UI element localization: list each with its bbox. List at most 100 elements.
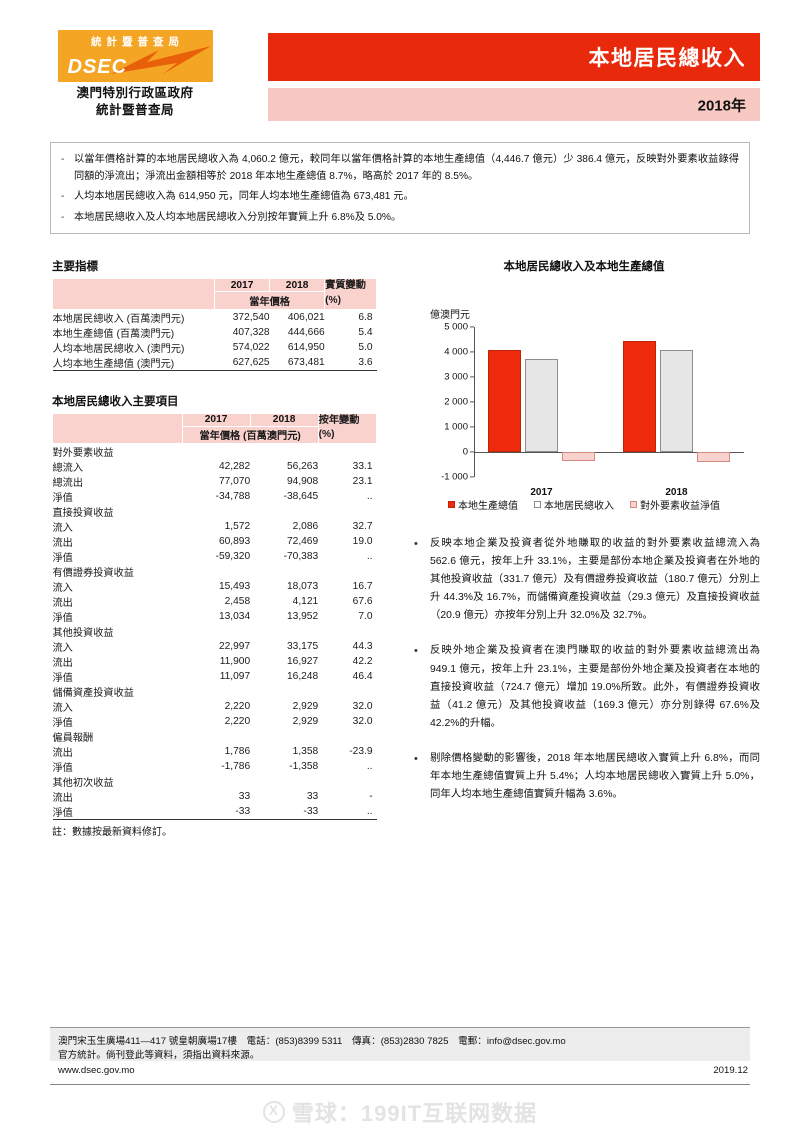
bullet-text: 剔除價格變動的影響後，2018 年本地居民總收入實質上升 6.8%，而同年本地生…	[430, 752, 760, 801]
x-axis-category-label: 2017	[530, 487, 553, 498]
header-blank-cell	[52, 412, 183, 445]
y-axis-tick-label: 3 000	[444, 371, 468, 383]
row-value-2017: 2,458	[224, 596, 251, 608]
header-change-line2: (%)	[325, 294, 341, 306]
row-value-2017: 1,786	[224, 746, 251, 758]
y-axis-tick-mark	[470, 376, 474, 378]
group-label: 直接投資收益	[52, 508, 114, 520]
legend-swatch-gdp	[448, 501, 455, 508]
table-row: 淨值 -34,788 -38,645 ..	[53, 489, 377, 504]
y-axis-tick-label: -1 000	[441, 471, 468, 483]
row-label: 總流入	[52, 463, 84, 475]
logo-caption-line1: 澳門特別行政區政府	[76, 86, 194, 100]
row-value-2018: 94,908	[286, 476, 319, 488]
row-value-2018: 673,481	[269, 354, 325, 371]
table-row: 流出 1,786 1,358 -23.9	[53, 744, 377, 759]
logo-chinese-name: 統計暨普查局	[91, 36, 184, 48]
chart-legend: 本地生產總值 本地居民總收入 對外要素收益淨值	[408, 497, 760, 512]
row-value-2017: 372,540	[214, 308, 270, 325]
row-value-change: 6.8	[324, 308, 377, 325]
table-main-title: 主要指標	[52, 261, 98, 273]
dash-marker: -	[61, 154, 65, 165]
header-blank-cell	[52, 278, 215, 310]
row-value-2017: 2,220	[224, 701, 251, 713]
table-row: 流出 33 33 -	[53, 789, 377, 804]
group-header-row: 對外要素收益	[52, 443, 377, 460]
row-value-2017: 627,625	[214, 354, 270, 371]
legend-label-netfactor: 對外要素收益淨值	[640, 501, 720, 512]
row-label: 流出	[52, 538, 73, 550]
row-value-change: 42.2	[352, 656, 373, 668]
table-row: 總流出 77,070 94,908 23.1	[53, 474, 377, 489]
legend-label-gni: 本地居民總收入	[544, 501, 614, 512]
chart-bar	[660, 350, 693, 452]
table-row: 流入 22,997 33,175 44.3	[53, 639, 377, 654]
y-axis-tick-label: 0	[462, 446, 468, 458]
row-value-2018: 16,927	[286, 656, 319, 668]
row-value-2018: 406,021	[269, 308, 325, 325]
legend-swatch-netfactor	[630, 501, 637, 508]
row-value-change: ..	[318, 804, 377, 821]
table-row: 淨值 -1,786 -1,358 ..	[53, 759, 377, 774]
chart-bar	[623, 340, 656, 452]
row-value-2017: -33	[182, 804, 251, 821]
y-axis-line	[474, 327, 476, 477]
header-year-2018: 2018	[249, 412, 319, 427]
chart-bar	[562, 452, 595, 461]
row-label: 淨值	[52, 673, 73, 685]
header-year-2017: 2017	[181, 412, 251, 427]
dash-marker: -	[61, 211, 65, 223]
y-axis-tick-label: 1 000	[444, 421, 468, 433]
highlight-text: 以當年價格計算的本地居民總收入為 4,060.2 億元，較同年以當年價格計算的本…	[74, 154, 739, 182]
group-header-row: 直接投資收益	[53, 504, 377, 519]
watermark-logo-icon	[262, 1101, 285, 1123]
row-value-2018: 614,950	[287, 341, 325, 353]
footer-publish-date: 2019.12	[713, 1065, 748, 1076]
header-price-basis: 當年價格 (百萬澳門元)	[181, 425, 319, 445]
table-row: 總流入 42,282 56,263 33.1	[53, 459, 377, 474]
x-axis-line	[474, 452, 744, 454]
row-value-2017: 77,070	[218, 476, 251, 488]
dash-marker: -	[61, 191, 65, 203]
row-label: 淨值	[52, 493, 73, 505]
row-value-change: ..	[366, 761, 373, 773]
row-value-2017: 407,328	[232, 326, 270, 338]
left-column: 主要指標 2017 2018 實質變動 (%) 當年價格 本地居民總收入 (百	[52, 258, 378, 838]
row-label: 流入	[52, 643, 73, 655]
row-label: 流出	[52, 598, 73, 610]
bullet-marker: •	[414, 645, 418, 658]
chart-plot-area: 5 000 4 000 3 000 2 000 1 000 0 -1 000 2017 2018	[441, 322, 744, 498]
highlight-item: - 本地居民總收入及人均本地居民總收入分別按年實質上升 6.8%及 5.0%。	[61, 210, 739, 227]
table-row: 流出 11,900 16,927 42.2	[53, 654, 377, 669]
group-header-row: 其他初次收益	[53, 774, 377, 789]
row-label: 本地生產總值 (百萬澳門元)	[52, 328, 175, 340]
footer-website-url[interactable]: www.dsec.gov.mo	[58, 1065, 135, 1076]
table-row: 人均本地生產總值 (澳門元) 627,625 673,481 3.6	[52, 354, 377, 371]
highlights-box: - 以當年價格計算的本地居民總收入為 4,060.2 億元，較同年以當年價格計算…	[50, 142, 750, 235]
table-detail: 2017 2018 按年變動 (%) 當年價格 (百萬澳門元) 對外要素收益 總…	[52, 412, 378, 821]
logo-caption: 澳門特別行政區政府 統計暨普查局	[50, 85, 220, 119]
legend-swatch-gni	[534, 501, 541, 508]
chart: 億澳門元 5 000 4 000 3 000 2 000 1 000 0 -1 000 201…	[408, 282, 760, 512]
lightning-bolt-icon	[110, 46, 211, 74]
row-value-2018: 72,469	[286, 536, 319, 548]
table-row: 流入 2,220 2,929 32.0	[53, 699, 377, 714]
logo-caption-line2: 統計暨普查局	[95, 102, 174, 117]
page-header: 統計暨普查局 DSEC 澳門特別行政區政府 統計暨普查局 本地居民總收入 201…	[40, 30, 760, 125]
table-header-row: 2017 2018 實質變動 (%)	[52, 277, 377, 310]
logo-badge: 統計暨普查局 DSEC	[57, 30, 213, 82]
row-value-2017: -34,788	[215, 491, 251, 503]
bullet-text: 反映本地企業及投資者從外地賺取的收益的對外要素收益總流入為 562.6 億元，按…	[430, 538, 760, 622]
row-value-change: 32.0	[352, 716, 373, 728]
watermark-text: 雪球：199IT互联网数据	[291, 1101, 538, 1126]
table-row: 流出 2,458 4,121 67.6	[53, 594, 377, 609]
row-value-2018: 33	[306, 791, 319, 803]
highlight-item: - 人均本地居民總收入為 614,950 元，同年人均本地生產總值為 673,4…	[61, 189, 739, 206]
chart-bar	[525, 358, 558, 452]
legend-label-gdp: 本地生產總值	[458, 501, 518, 512]
table-row: 流出 60,893 72,469 19.0	[53, 534, 377, 549]
header-change-cell: 按年變動 (%)	[317, 412, 378, 445]
group-label: 其他投資收益	[52, 628, 114, 640]
row-value-2017: 2,220	[224, 716, 251, 728]
y-axis-tick-mark	[470, 451, 474, 453]
